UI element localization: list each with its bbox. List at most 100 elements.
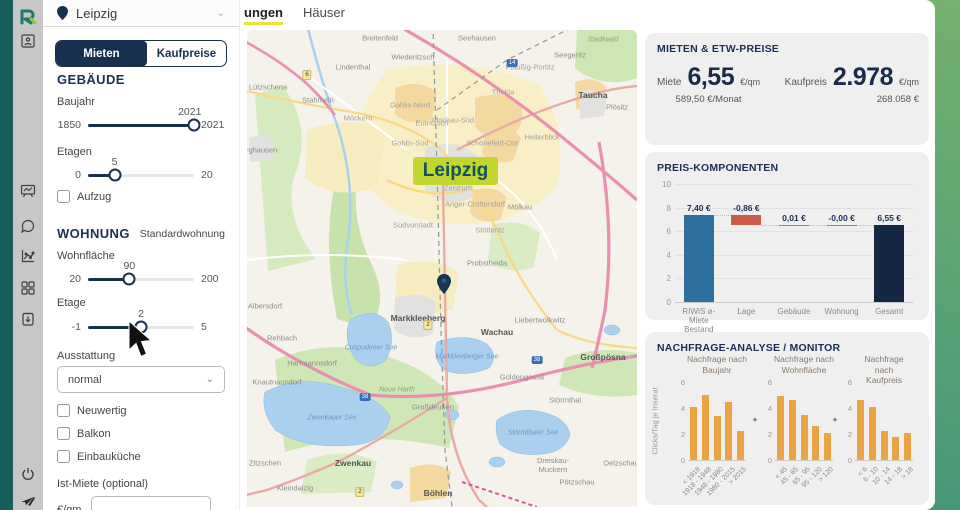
ausstattung-select[interactable]: normal ⌄ bbox=[57, 366, 225, 393]
map-canvas bbox=[247, 30, 637, 507]
baujahr-track[interactable]: 2021 bbox=[88, 106, 201, 132]
checkbox-box[interactable] bbox=[57, 404, 70, 417]
balkon-checkbox[interactable]: Balkon bbox=[57, 427, 111, 440]
etage-value: 2 bbox=[138, 307, 144, 320]
category-label: Lage bbox=[737, 307, 756, 316]
panel-mieten-etw-preise: MIETEN & ETW-PREISE Miete 6,55 €/qm 589,… bbox=[645, 33, 929, 145]
kaufpreis-unit: €/qm bbox=[898, 77, 919, 87]
road-shield: 6 bbox=[302, 70, 312, 80]
checkbox-box[interactable] bbox=[57, 450, 70, 463]
wohnflaeche-track[interactable]: 90 bbox=[88, 260, 194, 286]
bar-value-label: 0,01 € bbox=[782, 212, 806, 223]
etagen-track[interactable]: 5 bbox=[88, 156, 194, 182]
region-selector-value: Leipzig bbox=[76, 5, 118, 21]
ist-miete-input[interactable] bbox=[91, 496, 212, 510]
main-content: ungen Häuser bbox=[240, 0, 935, 510]
baujahr-slider-handle[interactable] bbox=[187, 118, 201, 132]
map-label: Güldengossa bbox=[499, 372, 545, 382]
etage-label: Etage bbox=[57, 297, 86, 309]
etagen-slider-handle[interactable] bbox=[108, 168, 121, 182]
ausstattung-label: Ausstattung bbox=[57, 350, 116, 362]
aufzug-label: Aufzug bbox=[77, 190, 112, 203]
ist-miete-row: €/qm bbox=[57, 496, 225, 510]
map-label: Mölkau bbox=[507, 202, 533, 212]
map-pin-icon[interactable] bbox=[437, 274, 451, 299]
kaufpreis-group: Kaufpreis 2.978 €/qm 268.058 € bbox=[785, 63, 919, 105]
chevron-down-icon: ⌄ bbox=[205, 374, 214, 385]
mini-chart-title: Nachfrage nach Kaufpreis bbox=[864, 354, 904, 386]
road-shield: 38 bbox=[531, 356, 543, 364]
section-heading-gebaeude: GEBÄUDE bbox=[57, 72, 125, 87]
map-label: Hartmannsdorf bbox=[287, 358, 337, 368]
map-label: Möckern bbox=[343, 113, 373, 123]
map-label: Markkleeberg bbox=[390, 313, 446, 323]
tab-mieten[interactable]: Mieten bbox=[56, 41, 147, 66]
map-label: Markkleeberger See bbox=[435, 353, 499, 361]
map-label: Lindenthal bbox=[335, 62, 371, 72]
mini-chart-title: Nachfrage nach Wohnfläche bbox=[773, 354, 835, 375]
y-axis-label: Clicks/Tag je Inserat bbox=[650, 387, 660, 455]
tab-haeuser[interactable]: Häuser bbox=[303, 5, 345, 20]
apps-grid-icon[interactable] bbox=[20, 280, 36, 296]
location-pin-icon bbox=[57, 6, 68, 20]
bar-value-label: 7,40 € bbox=[686, 202, 711, 213]
app-window: Leipzig ⌄ Mieten Kaufpreise GEBÄUDE Bauj… bbox=[13, 0, 935, 510]
einbaukueche-checkbox[interactable]: Einbauküche bbox=[57, 450, 141, 463]
etage-slider: -1 2 5 bbox=[57, 308, 225, 334]
neuwertig-checkbox[interactable]: Neuwertig bbox=[57, 404, 127, 417]
map-label: Stötteritz bbox=[475, 225, 505, 235]
tab-kaufpreise[interactable]: Kaufpreise bbox=[156, 47, 217, 60]
tab-wohnungen[interactable]: ungen bbox=[244, 5, 283, 25]
presentation-chart-icon[interactable] bbox=[20, 183, 36, 199]
aufzug-checkbox[interactable]: Aufzug bbox=[57, 190, 111, 203]
waterfall-bar bbox=[874, 224, 905, 302]
miete-monthly: 589,50 €/Monat bbox=[675, 94, 742, 105]
demand-bar bbox=[736, 431, 744, 460]
price-type-tabs: Mieten Kaufpreise bbox=[55, 40, 227, 67]
wohnflaeche-slider-handle[interactable] bbox=[122, 272, 136, 286]
object-type-tabs: ungen Häuser bbox=[244, 5, 345, 25]
waterfall-bar bbox=[826, 224, 857, 227]
wohnflaeche-label: Wohnfläche bbox=[57, 250, 115, 262]
map-label: Taucha bbox=[578, 90, 608, 100]
map-label: Gohlis-Nord bbox=[389, 100, 431, 110]
map-label: Zwenkauer See bbox=[307, 414, 357, 422]
checkbox-box[interactable] bbox=[57, 190, 70, 203]
etage-track[interactable]: 2 bbox=[88, 308, 194, 334]
panel-nachfrage-analyse: NACHFRAGE-ANALYSE / MONITOR Nachfrage na… bbox=[645, 332, 929, 505]
send-icon[interactable] bbox=[20, 492, 36, 508]
waterfall-chart: 0 2 4 6 8 10 7,40 € RIWIS ø-Miete Bestand -0,86 … bbox=[657, 176, 919, 334]
etage-slider-handle[interactable] bbox=[134, 320, 148, 334]
map[interactable]: Breitenfeld Wiederitzsch Seehausen Stadtwal… bbox=[247, 30, 637, 507]
neuwertig-label: Neuwertig bbox=[77, 404, 127, 417]
panel-title: MIETEN & ETW-PREISE bbox=[657, 43, 780, 55]
region-selector[interactable]: Leipzig ⌄ bbox=[43, 0, 239, 27]
power-icon[interactable] bbox=[20, 466, 36, 482]
category-label: Wohnung bbox=[824, 307, 859, 316]
scatter-chart-icon[interactable] bbox=[20, 248, 36, 264]
road-shield: 14 bbox=[506, 59, 518, 67]
demand-bar bbox=[713, 415, 721, 460]
etage-min: -1 bbox=[71, 321, 81, 333]
kaufpreis-value: 2.978 bbox=[832, 63, 894, 91]
road-shield: 2 bbox=[423, 320, 433, 330]
badge-icon[interactable] bbox=[20, 33, 36, 49]
demand-bar bbox=[857, 399, 865, 460]
checkbox-box[interactable] bbox=[57, 427, 70, 440]
category-label: Gebäude bbox=[777, 307, 811, 316]
chevron-down-icon: ⌄ bbox=[216, 7, 225, 19]
map-label: Burghausen bbox=[247, 145, 278, 155]
demand-bar bbox=[800, 414, 808, 460]
map-label: Knautnaundorf bbox=[252, 377, 302, 387]
map-label: Breitenfeld bbox=[362, 33, 398, 43]
map-label: Südvorstadt bbox=[392, 220, 434, 230]
waterfall-bar bbox=[779, 224, 809, 227]
bar-value-label: -0,00 € bbox=[828, 212, 855, 223]
map-label: Störmthal bbox=[548, 395, 582, 405]
riwis-logo[interactable] bbox=[19, 8, 37, 26]
map-label: Mockau-Süd bbox=[431, 115, 475, 125]
chat-icon[interactable] bbox=[20, 218, 36, 234]
map-label: Stadtwald bbox=[587, 36, 619, 44]
clipboard-export-icon[interactable] bbox=[20, 311, 36, 327]
etage-max: 5 bbox=[201, 321, 207, 333]
